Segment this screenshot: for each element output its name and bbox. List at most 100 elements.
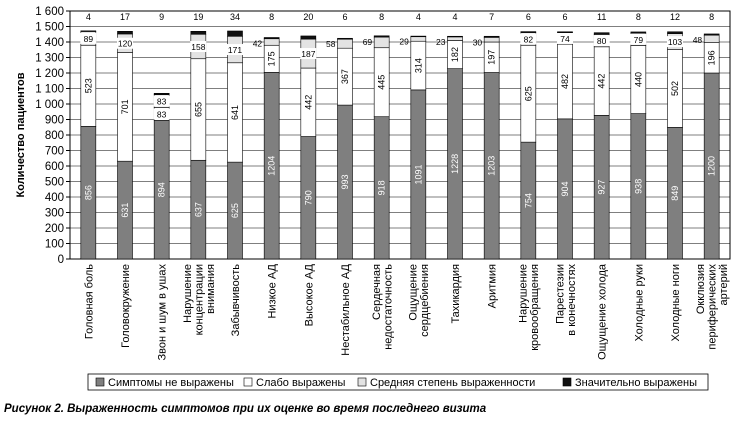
legend-box <box>87 373 709 391</box>
data-label-severe: 12 <box>670 12 680 22</box>
category-label: Ощущение <box>408 264 420 321</box>
bar-segment-severe <box>483 35 500 38</box>
data-label-moderate: 58 <box>326 39 336 49</box>
data-label-bg <box>630 33 647 45</box>
category-label: Головная боль <box>83 264 95 339</box>
data-label-moderate: 30 <box>473 37 483 47</box>
bar-segment-severe <box>557 31 573 34</box>
bar-segment-severe <box>667 31 683 34</box>
data-label-bg <box>593 35 610 47</box>
data-label-mild: 701 <box>120 99 130 114</box>
data-label-severe: 19 <box>193 12 203 22</box>
data-label-moderate: 74 <box>560 34 570 44</box>
bar-segment-severe <box>153 93 170 96</box>
y-tick-label: 200 <box>45 223 64 235</box>
data-label-none: 1203 <box>487 156 497 176</box>
data-label-bg <box>227 44 243 56</box>
data-label-none: 938 <box>633 179 643 194</box>
y-tick-label: 700 <box>45 146 64 158</box>
data-label-severe: 6 <box>562 12 567 22</box>
category-label: Тахикардия <box>450 264 462 324</box>
data-label-severe: 8 <box>379 12 384 22</box>
data-label-moderate: 82 <box>524 34 534 44</box>
data-label-none: 790 <box>303 190 313 205</box>
data-label-moderate: 187 <box>301 49 315 59</box>
data-label-mild: 83 <box>157 109 167 119</box>
legend-label-severe: Значительно выражены <box>575 377 697 389</box>
category-label: недостаточность <box>382 264 394 350</box>
data-label-mild: 182 <box>450 47 460 62</box>
data-label-severe: 8 <box>636 12 641 22</box>
category-label: Низкое АД <box>267 263 279 318</box>
category-label: Холодные руки <box>633 264 645 342</box>
y-tick-label: 1 200 <box>35 68 64 80</box>
y-tick-label: 500 <box>45 177 64 189</box>
data-label-bg <box>153 95 170 107</box>
y-tick-label: 0 <box>58 254 64 266</box>
data-label-none: 904 <box>560 181 570 196</box>
bar-segment-severe <box>300 35 317 40</box>
bar-segment-moderate <box>410 36 427 42</box>
data-label-none: 993 <box>340 175 350 190</box>
data-label-severe: 20 <box>303 12 313 22</box>
bar-segment-severe <box>190 31 207 35</box>
legend-label-none: Симптомы не выражены <box>108 377 234 389</box>
category-label: кровообращения <box>529 264 541 351</box>
y-tick-label: 1 500 <box>35 22 64 34</box>
data-label-severe: 9 <box>159 12 164 22</box>
data-label-mild: 625 <box>523 86 533 101</box>
category-label: концентрации <box>193 264 205 335</box>
bar-segment-severe <box>410 35 427 38</box>
bar-segment-severe <box>703 33 720 36</box>
bar-segment-severe <box>117 31 133 35</box>
y-tick-label: 1 600 <box>35 6 64 18</box>
y-tick-label: 1 300 <box>35 53 64 65</box>
data-label-bg <box>557 32 573 44</box>
data-label-moderate: 79 <box>634 35 644 45</box>
data-label-moderate: 23 <box>436 37 446 47</box>
data-label-mild: 482 <box>560 74 570 89</box>
data-label-severe: 6 <box>342 12 347 22</box>
data-label-bg <box>300 48 317 60</box>
bar-segment-severe <box>630 31 647 34</box>
bar-segment-moderate <box>263 38 280 46</box>
legend-swatch-none <box>95 377 105 387</box>
data-label-severe: 8 <box>709 12 714 22</box>
data-label-none: 927 <box>597 180 607 195</box>
bar-segment-moderate <box>447 36 463 41</box>
legend-swatch-mild <box>243 377 253 387</box>
data-label-moderate: 69 <box>363 37 373 47</box>
data-label-mild: 196 <box>707 50 717 65</box>
data-label-moderate: 103 <box>668 37 682 47</box>
category-label: Ощущение холода <box>597 263 609 360</box>
category-label: сердцебиения <box>419 264 431 337</box>
data-label-none: 1228 <box>450 154 460 174</box>
y-tick-label: 300 <box>45 208 64 220</box>
data-label-moderate: 29 <box>399 37 409 47</box>
data-label-severe: 8 <box>269 12 274 22</box>
data-label-severe: 34 <box>230 12 240 22</box>
data-label-mild: 442 <box>303 95 313 110</box>
data-label-moderate: 158 <box>191 42 205 52</box>
data-label-moderate: 48 <box>693 35 703 45</box>
data-label-mild: 440 <box>633 72 643 87</box>
y-tick-label: 900 <box>45 115 64 127</box>
category-label: Сердечная <box>371 264 383 320</box>
category-label: Звон и шум в ушах <box>157 264 169 361</box>
data-label-mild: 523 <box>83 78 93 93</box>
y-tick-label: 1 100 <box>35 84 64 96</box>
data-label-severe: 6 <box>526 12 531 22</box>
legend-label-mild: Слабо выражены <box>256 377 345 389</box>
category-label: Головокружение <box>120 264 132 348</box>
category-label: периферических <box>707 264 719 350</box>
data-label-severe: 17 <box>120 12 130 22</box>
category-label: Парестезии <box>554 264 566 324</box>
bar-segment-moderate <box>373 36 390 49</box>
data-label-bg <box>667 36 683 48</box>
data-label-severe: 7 <box>489 12 494 22</box>
data-label-bg <box>190 40 207 52</box>
data-label-moderate: 42 <box>253 39 263 49</box>
data-label-mild: 367 <box>340 69 350 84</box>
data-label-none: 918 <box>377 180 387 195</box>
